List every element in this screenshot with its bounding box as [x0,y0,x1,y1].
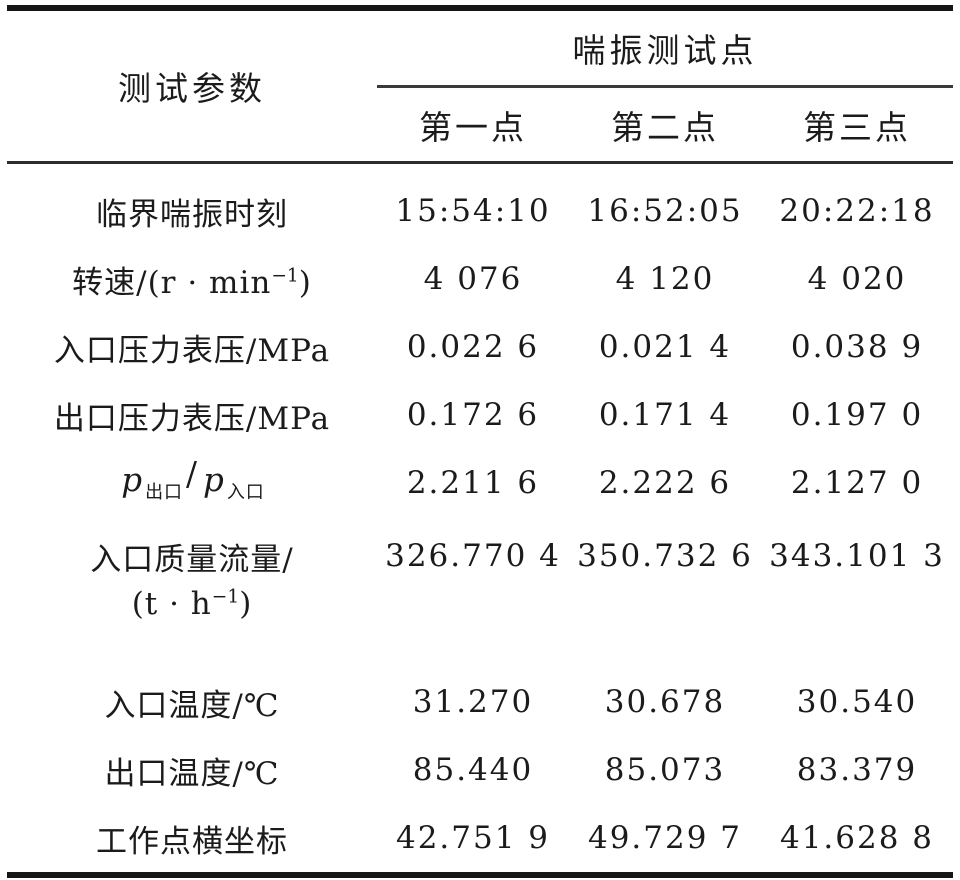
row-label: 入口压力表压/MPa [53,332,331,369]
p-subscript-inlet: 入口 [226,482,265,504]
p-subscript-outlet: 出口 [145,482,184,504]
point-3-header: 第三点 [761,86,954,164]
cell-value: 0.197 0 [790,397,924,433]
row-label: 入口温度/℃ [104,687,280,724]
cell-value: 0.022 6 [406,329,540,365]
row-label: 出口温度/℃ [104,755,280,792]
row-label: 临界喘振时刻 [96,196,288,233]
table-body: 临界喘振时刻 15:54:10 16:52:05 20:22:18 转速/(r … [7,163,953,876]
p-symbol: p [121,461,144,500]
row-label: 入口质量流量/ (t · h−1) [7,517,377,668]
cell-value: 0.172 6 [406,397,540,433]
p-symbol: p [202,461,225,500]
row-label-text: ) [298,264,312,301]
cell-value: 326.770 4 [385,538,561,574]
point-2-header: 第二点 [569,86,761,164]
row-label-line2: (t · h−1) [7,582,377,626]
cell-value: 4 120 [615,261,715,297]
header-row-points: 第一点 第二点 第三点 [7,86,954,164]
row-label: 工作点横坐标 [96,823,288,860]
cell-value: 2.222 6 [598,465,732,501]
table-row-pressure-ratio: p 出口/p 入口 2.211 6 2.222 6 2.127 0 [7,449,953,517]
ratio-slash: / [186,455,198,494]
unit-superscript: −1 [211,586,240,608]
row-label-text: 转速/(r · min [72,264,272,301]
cell-value: 0.021 4 [598,329,732,365]
table-row-rotational-speed: 转速/(r · min−1) 4 076 4 120 4 020 [7,245,953,313]
cell-value: 30.540 [796,684,918,720]
cell-value: 4 076 [423,261,523,297]
cell-value: 83.379 [796,752,918,788]
table-row-operating-point-abscissa: 工作点横坐标 42.751 9 49.729 7 41.628 8 [7,804,953,875]
table-header: 测试参数 喘振测试点 第一点 第二点 第三点 [7,8,954,164]
cell-value: 85.440 [412,752,534,788]
cell-value: 343.101 3 [769,538,945,574]
cell-value: 0.171 4 [598,397,732,433]
row-label: p 出口/p 入口 [7,449,377,517]
header-row-group: 测试参数 喘振测试点 [7,8,954,164]
cell-value: 0.038 9 [790,329,924,365]
group-column-header: 喘振测试点 [377,8,954,88]
cell-value: 20:22:18 [779,193,935,229]
table-row-inlet-mass-flow: 入口质量流量/ (t · h−1) 326.770 4 350.732 6 34… [7,517,953,668]
table-row-inlet-temperature: 入口温度/℃ 31.270 30.678 30.540 [7,668,953,736]
cell-value: 350.732 6 [577,538,753,574]
cell-value: 2.127 0 [790,465,924,501]
surge-test-table: 测试参数 喘振测试点 第一点 第二点 第三点 临界喘振时刻 15:54:10 1… [7,5,954,878]
row-label: 转速/(r · min−1) [7,245,377,313]
cell-value: 42.751 9 [395,820,551,856]
cell-value: 49.729 7 [587,820,743,856]
spacer-row [7,163,953,178]
table-row-outlet-gauge-pressure: 出口压力表压/MPa 0.172 6 0.171 4 0.197 0 [7,381,953,449]
row-label-text: ) [239,586,253,623]
row-label-text: (t · h [131,586,212,623]
row-label: 出口压力表压/MPa [53,400,331,437]
cell-value: 4 020 [807,261,907,297]
table-row-outlet-temperature: 出口温度/℃ 85.440 85.073 83.379 [7,736,953,804]
table-row-critical-surge-time: 临界喘振时刻 15:54:10 16:52:05 20:22:18 [7,177,953,245]
cell-value: 30.678 [604,684,726,720]
cell-value: 2.211 6 [406,465,540,501]
cell-value: 15:54:10 [395,193,551,229]
cell-value: 41.628 8 [779,820,935,856]
unit-superscript: −1 [271,265,299,287]
row-label-line1: 入口质量流量/ [90,542,294,578]
cell-value: 31.270 [412,684,534,720]
cell-value: 16:52:05 [587,193,743,229]
table-row-inlet-gauge-pressure: 入口压力表压/MPa 0.022 6 0.021 4 0.038 9 [7,313,953,381]
param-column-header: 测试参数 [7,8,377,164]
point-1-header: 第一点 [377,86,569,164]
cell-value: 85.073 [604,752,726,788]
